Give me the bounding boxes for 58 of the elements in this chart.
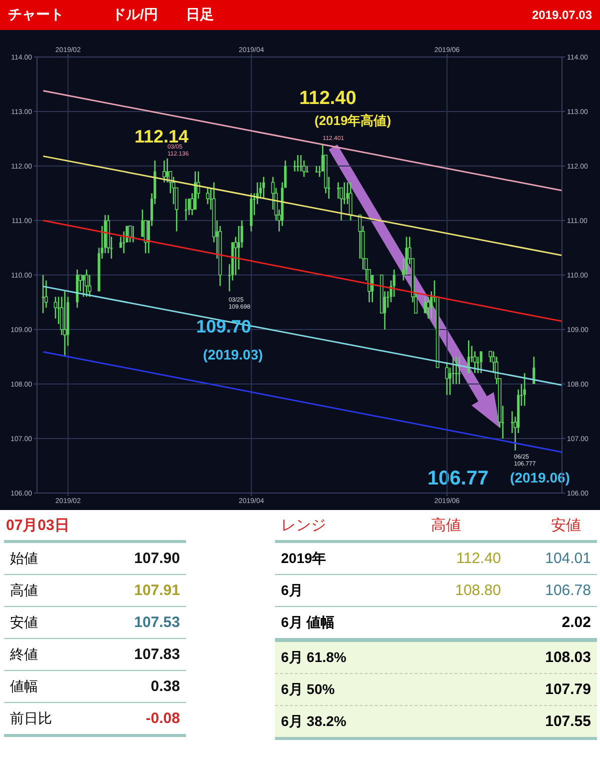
annotation: (2019年高値) xyxy=(314,113,392,128)
text: 108.80 xyxy=(454,582,501,599)
text: 6月 xyxy=(281,582,304,600)
text: 108.03 xyxy=(545,649,591,666)
text: 2.02 xyxy=(562,614,591,631)
text: 107.90 xyxy=(134,550,180,567)
candlestick xyxy=(523,372,526,406)
chart-title: ドル/円 xyxy=(112,6,158,24)
chart-subtitle: 日足 xyxy=(186,6,214,24)
text: 高値 xyxy=(430,516,462,536)
text: 値幅 xyxy=(10,678,38,696)
candlestick xyxy=(348,182,352,222)
text: 107.55 xyxy=(545,713,591,730)
candlestick xyxy=(458,356,461,385)
text: 0.38 xyxy=(150,678,180,695)
text: 6月 50% xyxy=(281,680,336,698)
text: 07月03日 xyxy=(4,512,186,543)
text: 前日比 xyxy=(10,710,52,728)
candlestick xyxy=(166,158,169,183)
candlestick xyxy=(336,182,340,200)
candlestick xyxy=(262,176,265,200)
candlestick xyxy=(445,362,449,396)
annotation: 106.77 xyxy=(427,467,489,490)
text: 安値 xyxy=(550,516,582,536)
candlestick xyxy=(82,274,85,298)
text: 終値 xyxy=(10,646,38,664)
text: 高値 xyxy=(10,582,38,600)
candlestick xyxy=(63,290,67,358)
text: 6月 値幅 xyxy=(281,614,336,632)
text: -0.08 xyxy=(146,710,180,727)
text: 112.40 xyxy=(455,550,501,567)
candlestick xyxy=(480,350,482,374)
text: レンジ xyxy=(281,516,327,536)
text: 107.79 xyxy=(545,681,591,698)
candlestick xyxy=(454,356,458,385)
text: 6月 38.2% xyxy=(281,712,348,730)
annotation: 109.70 xyxy=(196,316,252,336)
annotation: (2019.03) xyxy=(203,346,263,363)
text: チャート xyxy=(8,6,64,24)
text: 2019.07.03 xyxy=(532,8,592,22)
text: 6月 61.8% xyxy=(281,648,348,666)
text: 107.91 xyxy=(134,582,180,599)
text: 始値 xyxy=(10,550,38,568)
text: 104.01 xyxy=(544,550,591,567)
text: 107.83 xyxy=(134,646,180,663)
candlestick xyxy=(184,198,188,222)
annotation: 112.40 xyxy=(299,88,356,110)
candlestick xyxy=(300,154,302,172)
candlestick xyxy=(296,154,300,172)
annotation: (2019.06) xyxy=(510,470,570,486)
text: 107.53 xyxy=(134,614,180,631)
text: 106.78 xyxy=(544,582,591,599)
text: 安値 xyxy=(10,614,38,632)
text: 2019年 xyxy=(281,550,328,568)
candlestick xyxy=(452,356,454,385)
candlestick xyxy=(162,160,166,183)
candlestick xyxy=(84,268,88,298)
candlestick xyxy=(42,274,44,314)
